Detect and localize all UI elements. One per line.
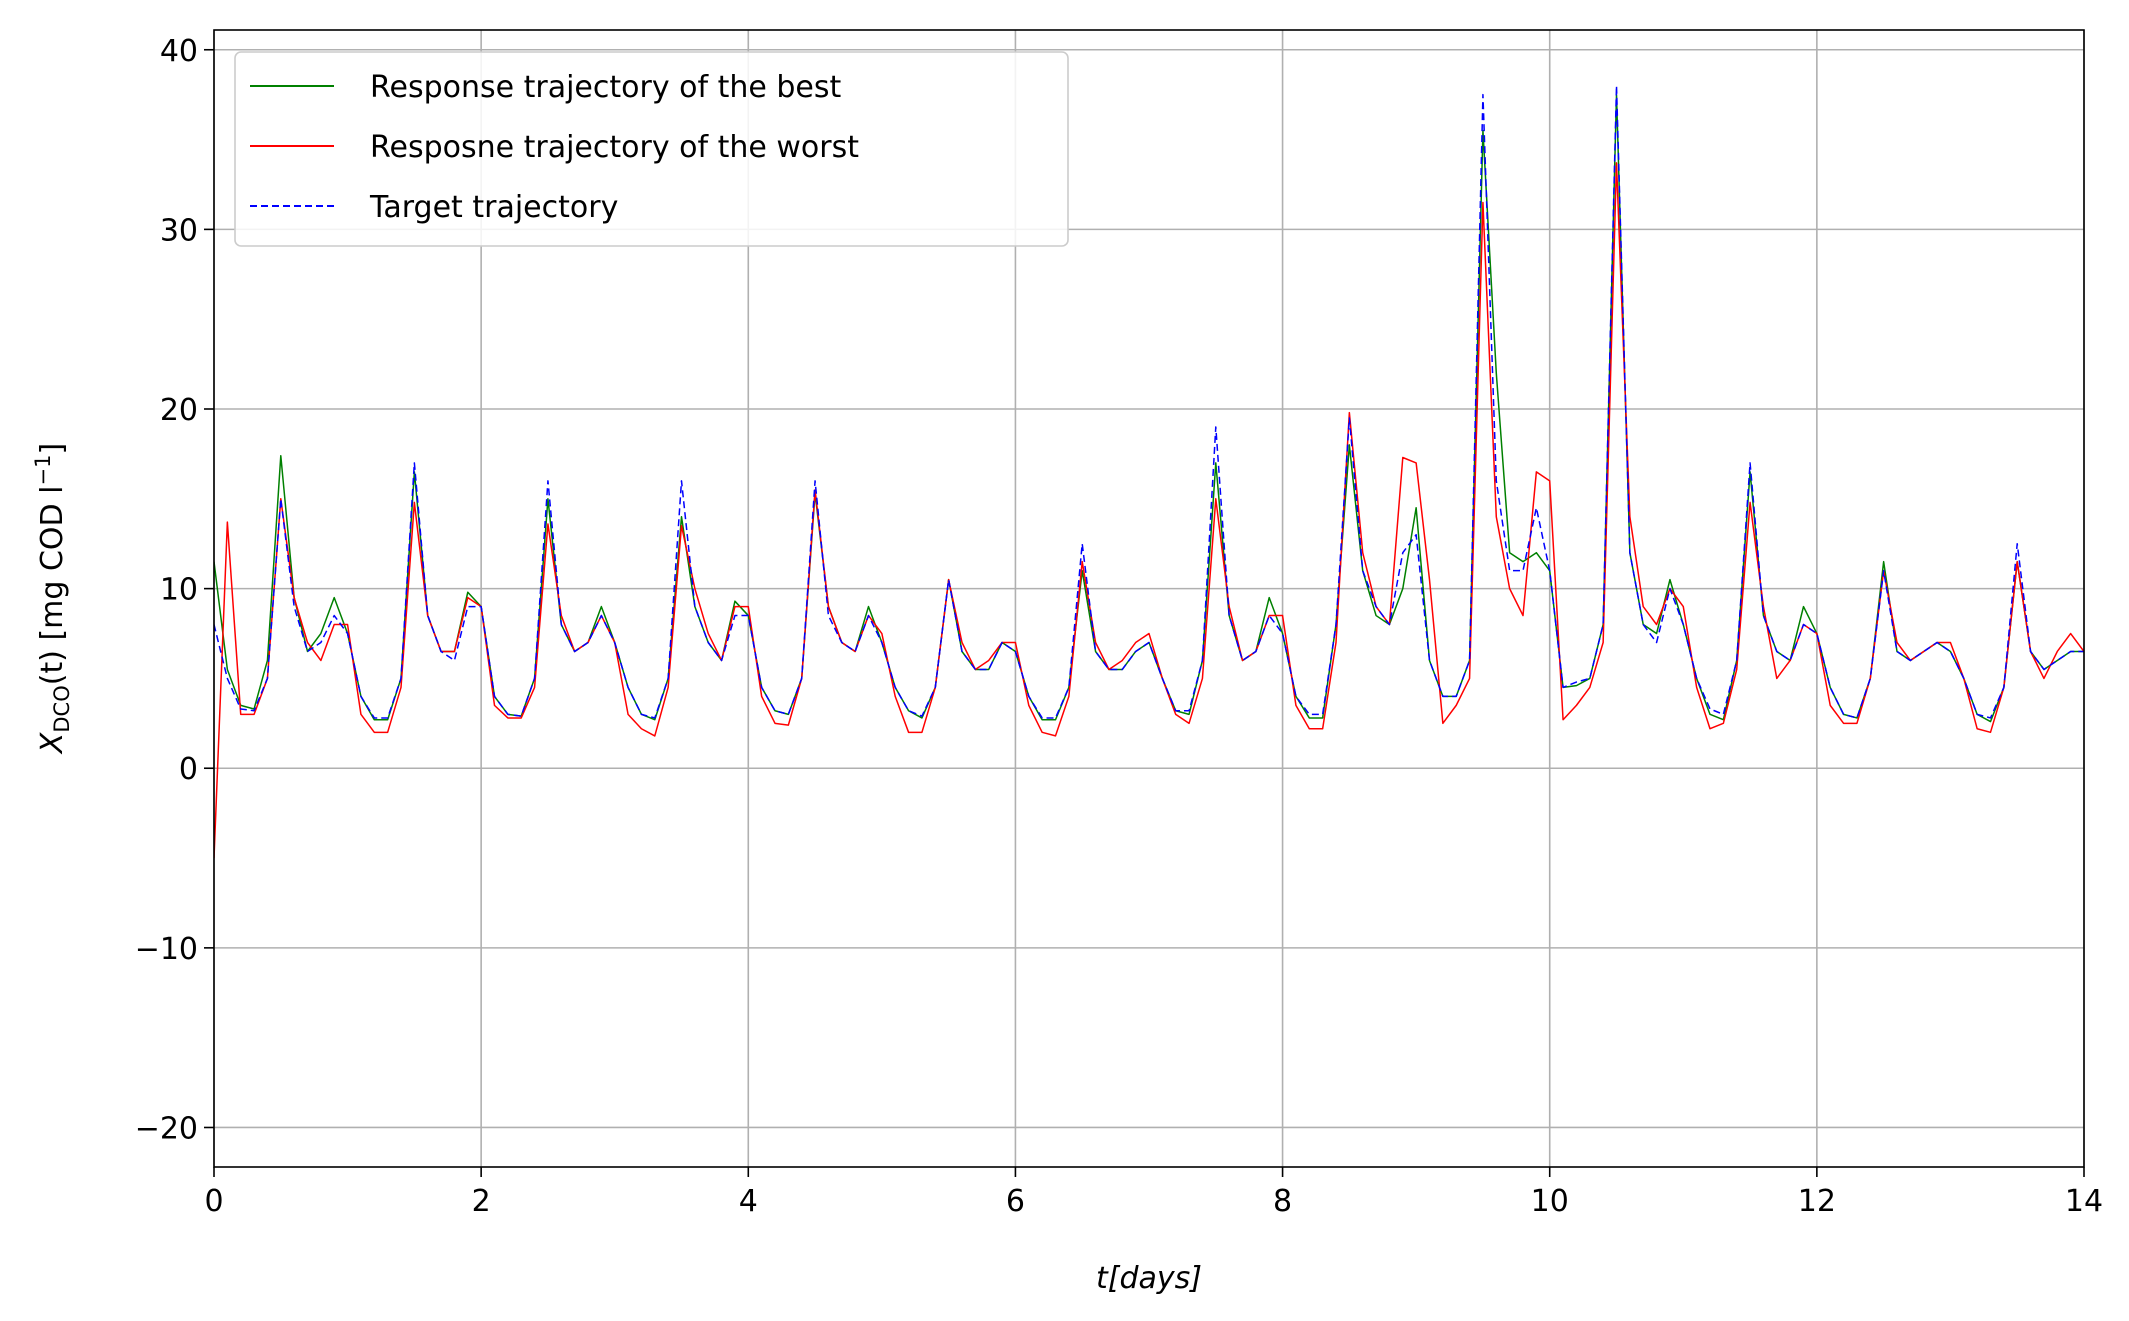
x-tick-label: 12 (1798, 1184, 1836, 1219)
ticks: 0 2 4 6 8 10 12 14 −20 −10 0 10 20 30 40 (135, 34, 2103, 1219)
x-tick-label: 14 (2065, 1184, 2103, 1219)
legend-box (234, 51, 1069, 247)
legend: Response trajectory of the best Resposne … (234, 51, 1069, 247)
legend-label: Response trajectory of the best (370, 70, 841, 105)
x-tick-label: 10 (1531, 1184, 1569, 1219)
x-tick-label: 4 (739, 1184, 758, 1219)
x-tick-label: 6 (1006, 1184, 1025, 1219)
y-axis-label: XDCO(t) [mg COD l−1] (31, 443, 74, 755)
y-label-end: ] (35, 443, 70, 455)
y-tick-label: 40 (160, 34, 198, 69)
series-line (214, 162, 2084, 859)
y-label-subscript: DCO (50, 685, 74, 732)
y-tick-label: 20 (160, 393, 198, 428)
y-label-superscript: −1 (31, 455, 55, 486)
x-tick-label: 0 (204, 1184, 223, 1219)
y-label-rest: (t) [mg COD l (35, 486, 70, 686)
y-tick-label: 10 (160, 573, 198, 608)
y-tick-label: 0 (179, 752, 198, 787)
series-line (214, 84, 2084, 719)
lines (214, 84, 2084, 859)
legend-label: Resposne trajectory of the worst (370, 130, 859, 165)
x-tick-label: 8 (1273, 1184, 1292, 1219)
y-tick-label: −20 (135, 1111, 198, 1146)
legend-label: Target trajectory (369, 190, 618, 225)
y-tick-label: 30 (160, 213, 198, 248)
y-label-symbol: X (35, 731, 70, 755)
x-axis-label: t[days] (1096, 1261, 1202, 1296)
y-tick-label: −10 (135, 932, 198, 967)
plot-frame (213, 29, 2085, 1168)
x-tick-label: 2 (472, 1184, 491, 1219)
